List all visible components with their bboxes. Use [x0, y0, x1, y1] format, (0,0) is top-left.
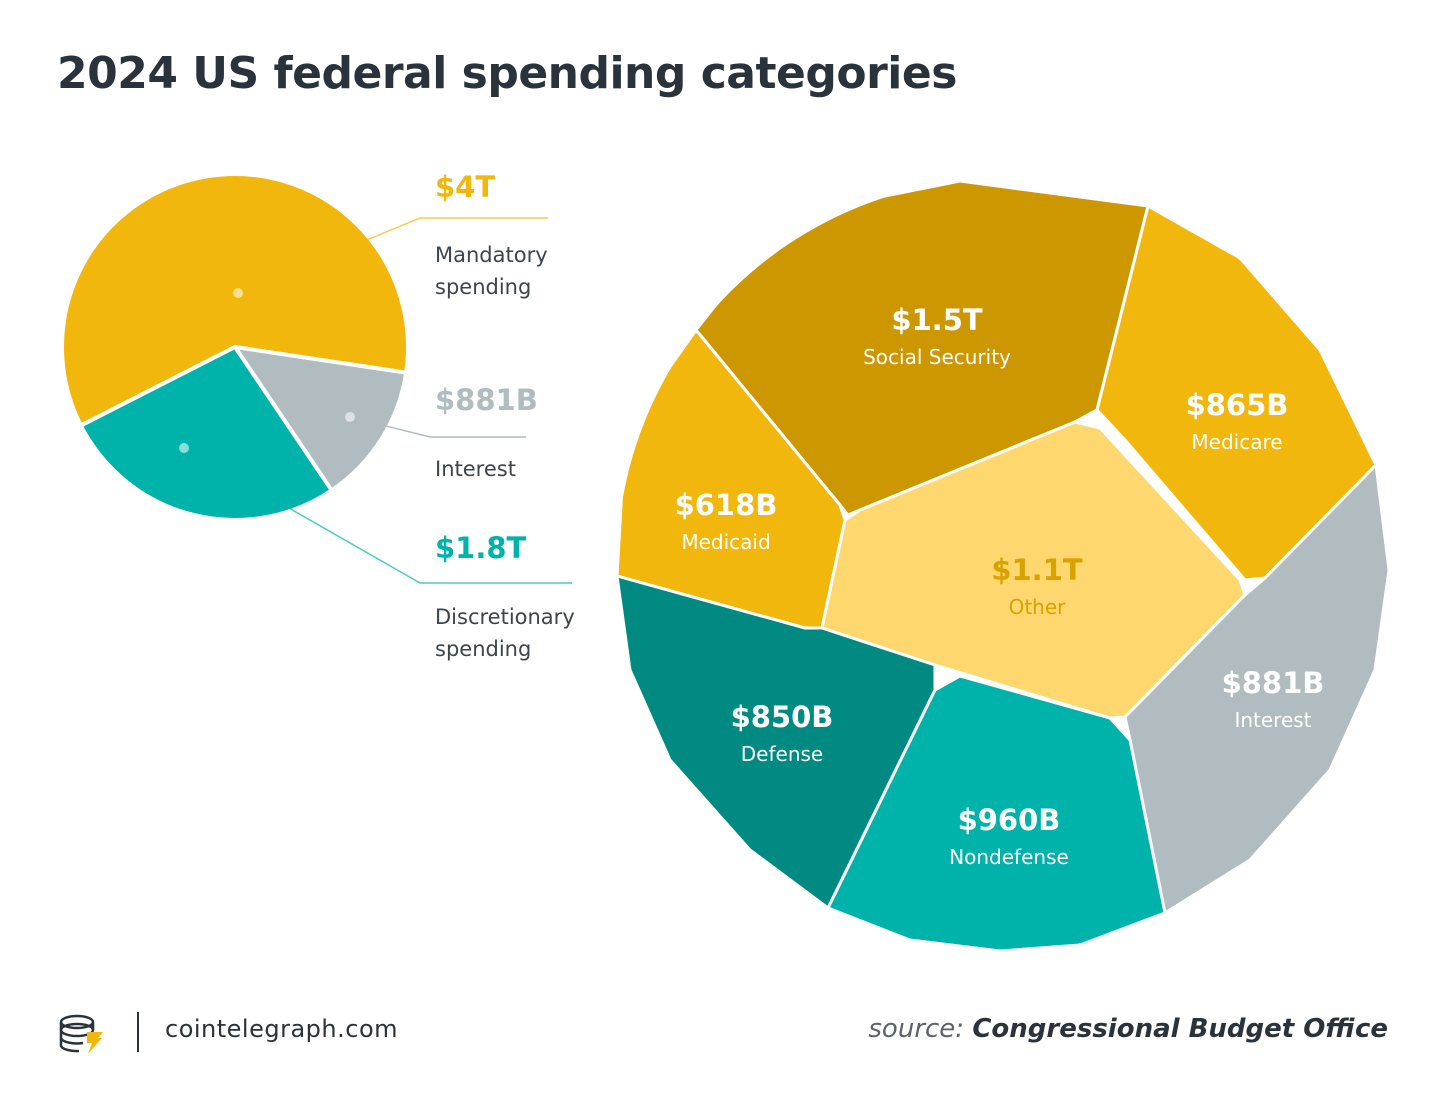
pie-leader-dot [233, 288, 243, 298]
cell-value-label: $960B [958, 803, 1061, 837]
cell-name-label: Nondefense [949, 845, 1069, 869]
source-name: Congressional Budget Office [972, 1014, 1388, 1044]
footer-site-name[interactable]: cointelegraph.com [165, 1015, 398, 1043]
cell-name-label: Defense [741, 742, 823, 766]
cell-value-label: $850B [731, 700, 834, 734]
pie-value-label: $4T [435, 170, 495, 204]
cell-value-label: $618B [675, 488, 778, 522]
pie-leader-dot [345, 412, 355, 422]
chart-canvas: $4T Mandatory spending $881B Interest $1.8T Di… [0, 0, 1450, 1113]
pie-category-label: Discretionary [435, 605, 575, 629]
cell-name-label: Medicaid [681, 530, 770, 554]
cell-name-label: Social Security [863, 345, 1011, 369]
cell-value-label: $1.5T [891, 303, 983, 337]
pie-leader-dot [179, 443, 189, 453]
pie-category-label: Mandatory [435, 243, 548, 267]
pie-category-label: spending [435, 275, 531, 299]
pie-category-label: Interest [435, 457, 516, 481]
footer-source: source: Congressional Budget Office [868, 1014, 1388, 1044]
cell-name-label: Interest [1234, 708, 1311, 732]
cointelegraph-logo-icon [57, 1012, 107, 1056]
source-label: source: [868, 1014, 964, 1044]
cell-value-label: $881B [1222, 666, 1325, 700]
footer-separator [137, 1012, 139, 1052]
cell-value-label: $1.1T [991, 553, 1083, 587]
pie-value-label: $881B [435, 383, 538, 417]
cell-name-label: Other [1009, 595, 1067, 619]
cell-value-label: $865B [1186, 388, 1289, 422]
cell-name-label: Medicare [1191, 430, 1282, 454]
pie-value-label: $1.8T [435, 531, 527, 565]
pie-category-label: spending [435, 637, 531, 661]
